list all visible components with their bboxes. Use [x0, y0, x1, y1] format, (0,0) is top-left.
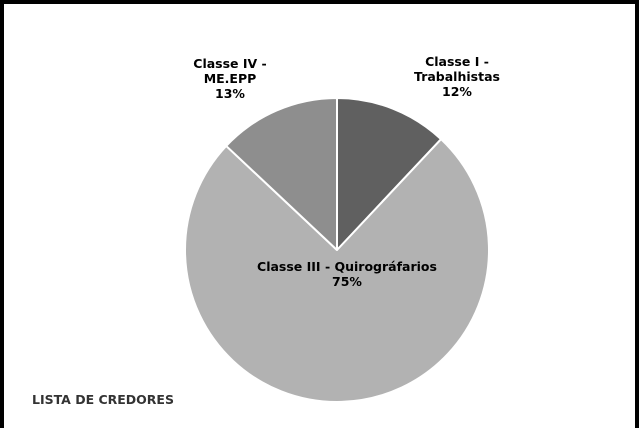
pie-slice	[225, 97, 338, 251]
slice-value-label: 12%	[442, 84, 472, 99]
slice-value-label: 13%	[215, 86, 245, 101]
pie-area	[184, 97, 490, 403]
slice-label: Classe III - Quirográfarios	[257, 259, 437, 274]
chart-title: LISTA DE CREDORES	[32, 392, 174, 407]
pie-slice	[336, 97, 443, 251]
slice-label: Classe I - Trabalhistas	[414, 54, 500, 84]
slice-value-label: 75%	[332, 274, 362, 289]
pie-slice	[184, 138, 490, 403]
slice-label: Classe IV - ME.EPP	[193, 56, 267, 86]
